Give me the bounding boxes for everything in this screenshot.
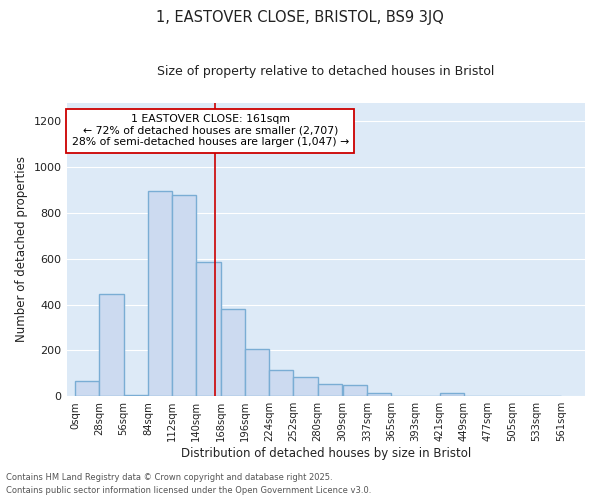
- Bar: [293, 376, 317, 396]
- Bar: [367, 392, 391, 396]
- Bar: [196, 262, 221, 396]
- Bar: [100, 294, 124, 396]
- X-axis label: Distribution of detached houses by size in Bristol: Distribution of detached houses by size …: [181, 447, 471, 460]
- Bar: [75, 382, 100, 396]
- Bar: [317, 384, 342, 396]
- Bar: [440, 392, 464, 396]
- Text: 1, EASTOVER CLOSE, BRISTOL, BS9 3JQ: 1, EASTOVER CLOSE, BRISTOL, BS9 3JQ: [156, 10, 444, 25]
- Bar: [124, 395, 148, 396]
- Y-axis label: Number of detached properties: Number of detached properties: [15, 156, 28, 342]
- Text: 1 EASTOVER CLOSE: 161sqm
← 72% of detached houses are smaller (2,707)
28% of sem: 1 EASTOVER CLOSE: 161sqm ← 72% of detach…: [71, 114, 349, 148]
- Bar: [343, 385, 367, 396]
- Title: Size of property relative to detached houses in Bristol: Size of property relative to detached ho…: [157, 65, 494, 78]
- Bar: [269, 370, 293, 396]
- Bar: [221, 309, 245, 396]
- Bar: [245, 349, 269, 396]
- Text: Contains HM Land Registry data © Crown copyright and database right 2025.
Contai: Contains HM Land Registry data © Crown c…: [6, 474, 371, 495]
- Bar: [172, 196, 196, 396]
- Bar: [148, 192, 172, 396]
